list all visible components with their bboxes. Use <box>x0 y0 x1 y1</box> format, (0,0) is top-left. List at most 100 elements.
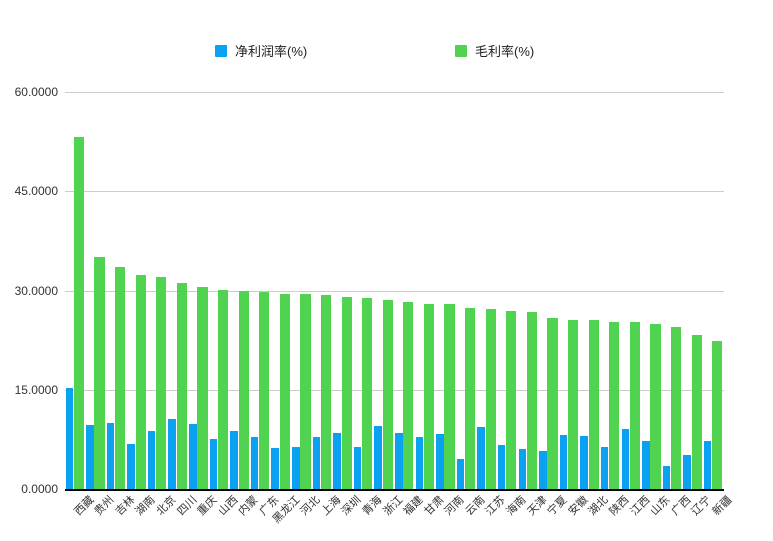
x-axis-line <box>65 489 724 491</box>
x-axis-category-label: 天津 <box>525 494 550 519</box>
bar-净利润率(%)-吉林[interactable] <box>106 422 115 489</box>
bar-净利润率(%)-宁夏[interactable] <box>539 451 547 489</box>
bar-净利润率(%)-四川[interactable] <box>168 418 176 489</box>
bar-净利润率(%)-河北[interactable] <box>292 446 300 489</box>
bar-毛利率(%)-湖北[interactable] <box>588 320 599 489</box>
bar-毛利率(%)-西藏[interactable] <box>73 136 84 489</box>
bar-净利润率(%)-安徽[interactable] <box>559 435 568 489</box>
bar-净利润率(%)-海南[interactable] <box>497 445 506 489</box>
x-axis-category-label: 浙江 <box>380 494 405 519</box>
bar-毛利率(%)-黑龙江[interactable] <box>279 293 290 489</box>
bar-净利润率(%)-广西[interactable] <box>662 465 671 489</box>
bar-毛利率(%)-福建[interactable] <box>403 301 414 489</box>
x-axis-category-label: 安徽 <box>566 494 591 519</box>
bar-净利润率(%)-贵州[interactable] <box>86 425 94 489</box>
x-axis-category-label: 山西 <box>216 494 241 519</box>
bar-净利润率(%)-上海[interactable] <box>312 437 321 489</box>
x-axis-category-label: 福建 <box>401 494 426 519</box>
bar-净利润率(%)-新疆[interactable] <box>703 441 712 489</box>
x-axis-category-label: 新疆 <box>710 494 735 519</box>
bar-净利润率(%)-云南[interactable] <box>456 459 465 489</box>
x-axis-category-label: 吉林 <box>113 494 138 519</box>
x-axis-category-label: 湖南 <box>133 494 158 519</box>
bar-毛利率(%)-深圳[interactable] <box>341 297 352 489</box>
legend-item-net-profit-margin[interactable]: 净利润率(%) <box>215 41 307 60</box>
x-axis-category-label: 西藏 <box>72 494 97 519</box>
legend-label-gross-margin: 毛利率(%) <box>475 44 535 59</box>
bar-毛利率(%)-重庆[interactable] <box>197 286 208 489</box>
bar-毛利率(%)-江苏[interactable] <box>485 309 496 489</box>
bar-毛利率(%)-辽宁[interactable] <box>691 334 702 489</box>
bar-毛利率(%)-湖南[interactable] <box>135 275 146 489</box>
x-axis-category-label: 海南 <box>504 494 529 519</box>
bar-净利润率(%)-陕西[interactable] <box>600 447 609 489</box>
y-axis-tick-label: 15.0000 <box>14 382 58 397</box>
x-axis-category-label: 重庆 <box>195 494 220 519</box>
bar-毛利率(%)-浙江[interactable] <box>382 299 393 489</box>
x-axis-category-label: 贵州 <box>92 494 117 519</box>
bar-净利润率(%)-江苏[interactable] <box>477 426 485 489</box>
bar-毛利率(%)-四川[interactable] <box>176 282 187 489</box>
bar-毛利率(%)-陕西[interactable] <box>609 321 620 489</box>
x-axis-category-label: 上海 <box>319 494 344 519</box>
bar-毛利率(%)-内蒙[interactable] <box>238 291 249 489</box>
x-axis-category-label: 山东 <box>648 494 673 519</box>
bar-净利润率(%)-河南[interactable] <box>436 434 444 489</box>
y-axis-tick-label: 45.0000 <box>14 184 58 199</box>
bar-毛利率(%)-新疆[interactable] <box>712 340 723 489</box>
bar-毛利率(%)-海南[interactable] <box>506 311 517 489</box>
bar-毛利率(%)-宁夏[interactable] <box>547 317 558 489</box>
x-axis-category-label: 辽宁 <box>689 494 714 519</box>
x-axis-category-label: 河北 <box>298 494 323 519</box>
bar-净利润率(%)-重庆[interactable] <box>189 424 197 489</box>
bar-毛利率(%)-广西[interactable] <box>671 326 682 489</box>
bar-净利润率(%)-湖南[interactable] <box>127 444 135 489</box>
bar-毛利率(%)-江西[interactable] <box>629 322 641 489</box>
x-axis-category-label: 四川 <box>175 494 200 519</box>
bar-毛利率(%)-贵州[interactable] <box>94 257 105 489</box>
x-axis-category-label: 陕西 <box>607 494 632 519</box>
bar-净利润率(%)-江西[interactable] <box>621 429 630 489</box>
gridline <box>65 191 724 193</box>
bar-净利润率(%)-湖北[interactable] <box>580 436 588 489</box>
bar-毛利率(%)-广东[interactable] <box>259 291 270 489</box>
bar-净利润率(%)-辽宁[interactable] <box>683 454 691 489</box>
bar-毛利率(%)-青海[interactable] <box>362 297 373 489</box>
bar-毛利率(%)-天津[interactable] <box>526 312 538 489</box>
bar-净利润率(%)-北京[interactable] <box>147 431 156 489</box>
bar-毛利率(%)-北京[interactable] <box>156 277 167 489</box>
bar-净利润率(%)-西藏[interactable] <box>65 388 73 489</box>
x-axis-category-label: 江西 <box>628 494 653 519</box>
bar-净利润率(%)-福建[interactable] <box>395 432 403 489</box>
bar-净利润率(%)-浙江[interactable] <box>374 426 382 489</box>
bar-净利润率(%)-深圳[interactable] <box>333 433 341 489</box>
bar-净利润率(%)-天津[interactable] <box>518 449 527 489</box>
bar-毛利率(%)-吉林[interactable] <box>114 266 126 489</box>
bar-净利润率(%)-广东[interactable] <box>250 436 259 489</box>
bar-毛利率(%)-安徽[interactable] <box>568 319 579 489</box>
bar-毛利率(%)-上海[interactable] <box>320 295 332 489</box>
bar-净利润率(%)-山西[interactable] <box>209 438 218 489</box>
bar-毛利率(%)-山东[interactable] <box>650 324 661 489</box>
x-axis-category-label: 深圳 <box>339 494 364 519</box>
y-axis-tick-label: 30.0000 <box>14 283 58 298</box>
bar-净利润率(%)-青海[interactable] <box>353 447 362 489</box>
y-axis-tick-label: 0.0000 <box>21 482 58 496</box>
bar-毛利率(%)-山西[interactable] <box>217 289 229 489</box>
bar-毛利率(%)-河南[interactable] <box>444 304 455 489</box>
bar-净利润率(%)-黑龙江[interactable] <box>271 447 279 489</box>
legend-swatch-net-profit-margin <box>215 44 227 57</box>
gridline <box>65 92 724 93</box>
bar-毛利率(%)-河北[interactable] <box>300 294 311 489</box>
bar-毛利率(%)-云南[interactable] <box>465 307 476 489</box>
bar-毛利率(%)-甘肃[interactable] <box>423 303 435 489</box>
legend-item-gross-margin[interactable]: 毛利率(%) <box>455 41 534 60</box>
legend-swatch-gross-margin <box>455 44 467 57</box>
gridline <box>65 290 724 292</box>
bar-净利润率(%)-山东[interactable] <box>642 440 650 489</box>
x-axis-category-label: 云南 <box>463 494 488 519</box>
bar-净利润率(%)-内蒙[interactable] <box>230 431 238 489</box>
bar-净利润率(%)-甘肃[interactable] <box>415 437 424 489</box>
x-axis-category-label: 内蒙 <box>236 494 261 519</box>
